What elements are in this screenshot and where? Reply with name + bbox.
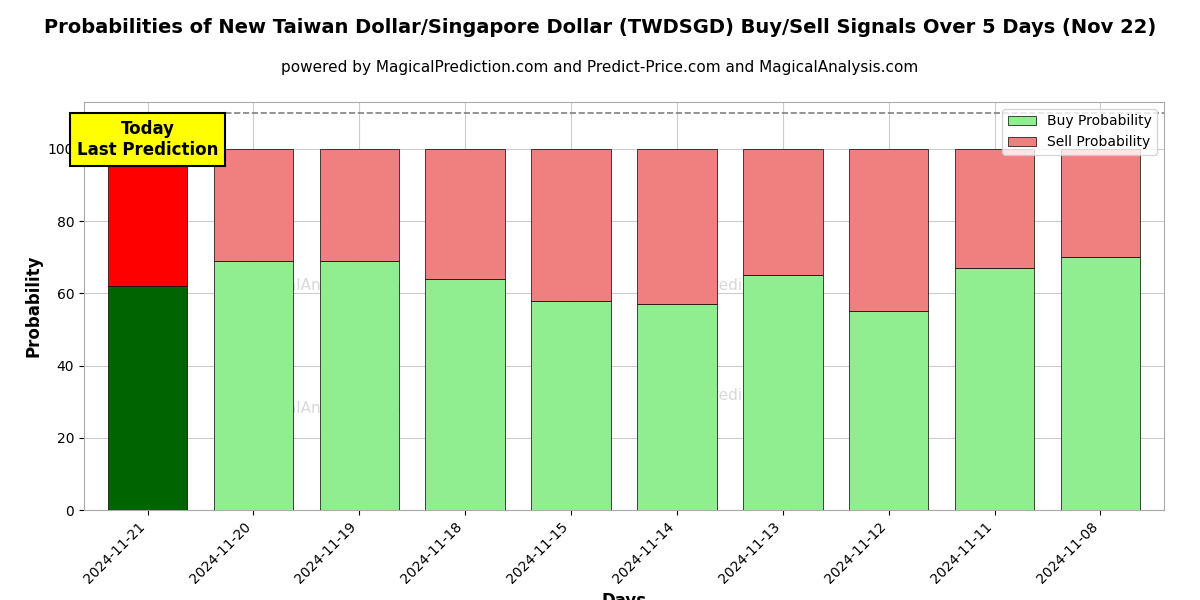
Bar — [319, 261, 400, 510]
Bar — [955, 268, 1034, 510]
Text: MagicalPrediction.com: MagicalPrediction.com — [646, 278, 818, 293]
Bar — [532, 301, 611, 510]
Bar — [214, 149, 293, 261]
Text: Today
Last Prediction: Today Last Prediction — [77, 120, 218, 159]
Bar — [637, 304, 716, 510]
Text: MagicalAnalysis.com: MagicalAnalysis.com — [242, 401, 401, 415]
Bar — [850, 149, 929, 311]
Bar — [1061, 149, 1140, 257]
Bar — [108, 286, 187, 510]
Bar — [214, 261, 293, 510]
Bar — [1061, 257, 1140, 510]
Bar — [637, 149, 716, 304]
Bar — [426, 149, 505, 279]
Y-axis label: Probability: Probability — [24, 255, 42, 357]
X-axis label: Days: Days — [601, 592, 647, 600]
Bar — [850, 311, 929, 510]
Bar — [426, 279, 505, 510]
Text: powered by MagicalPrediction.com and Predict-Price.com and MagicalAnalysis.com: powered by MagicalPrediction.com and Pre… — [281, 60, 919, 75]
Text: MagicalAnalysis.com: MagicalAnalysis.com — [242, 278, 401, 293]
Bar — [955, 149, 1034, 268]
Bar — [319, 149, 400, 261]
Bar — [743, 149, 822, 275]
Text: Probabilities of New Taiwan Dollar/Singapore Dollar (TWDSGD) Buy/Sell Signals Ov: Probabilities of New Taiwan Dollar/Singa… — [44, 18, 1156, 37]
Bar — [108, 149, 187, 286]
Bar — [532, 149, 611, 301]
Text: MagicalPrediction.com: MagicalPrediction.com — [646, 388, 818, 403]
Legend: Buy Probability, Sell Probability: Buy Probability, Sell Probability — [1002, 109, 1157, 155]
Bar — [743, 275, 822, 510]
